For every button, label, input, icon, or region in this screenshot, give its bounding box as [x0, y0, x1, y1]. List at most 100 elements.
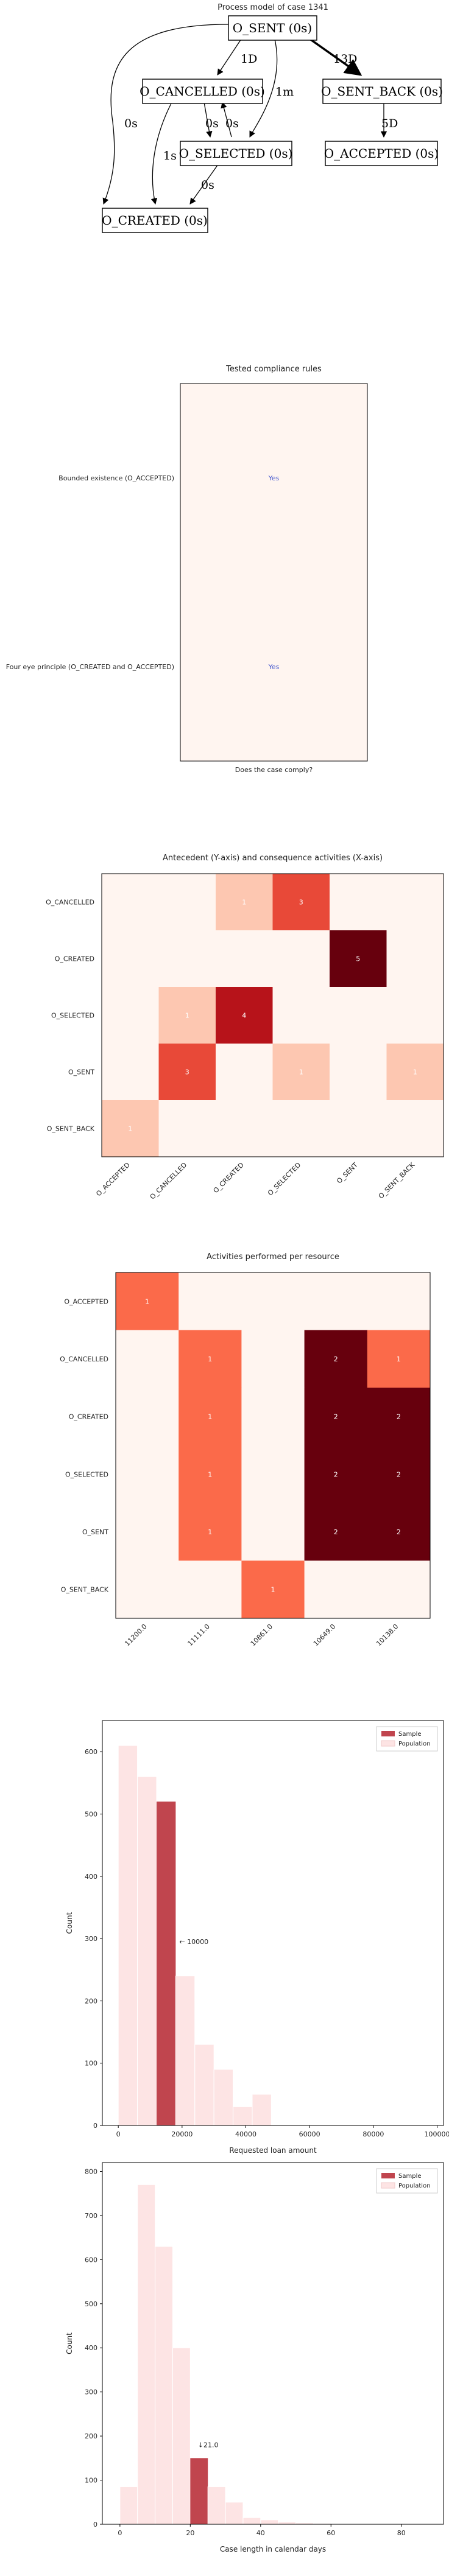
- y-tick-label: 400: [85, 1873, 97, 1881]
- heatmap-cell: [304, 1445, 368, 1504]
- heatmap-cell: [330, 930, 387, 988]
- node-o-selected: O_SELECTED (0s): [179, 141, 292, 166]
- heatmap-cell: [216, 1044, 273, 1101]
- x-axis-label: Requested loan amount: [229, 2146, 317, 2155]
- plot-frame: [115, 1272, 431, 1619]
- heatmap-cell: [330, 987, 387, 1044]
- edge-sent-created: [102, 24, 229, 205]
- y-tick-label: 200: [85, 2432, 97, 2440]
- heatmap-cell: [158, 987, 216, 1044]
- y-tick-label: O_SENT: [68, 1069, 94, 1076]
- heatmap-cell: [304, 1560, 368, 1619]
- y-tick-label: O_CREATED: [55, 955, 94, 963]
- cell-value: 1: [413, 1069, 417, 1076]
- svg-text:O_CREATED (0s): O_CREATED (0s): [102, 213, 208, 228]
- y-tick-label: O_CREATED: [69, 1413, 108, 1421]
- x-tick-label: 20: [186, 2529, 194, 2537]
- y-tick-label: Four eye principle (O_CREATED and O_ACCE…: [6, 663, 174, 671]
- heatmap-cell: [330, 1044, 387, 1101]
- heatmap-cell: [386, 1100, 444, 1157]
- edge-label: 0s: [205, 117, 219, 130]
- plot-frame: [101, 873, 444, 1157]
- x-tick-label: 0: [118, 2529, 122, 2537]
- heatmap-cell: [180, 384, 367, 572]
- x-tick-label: 100000: [425, 2130, 449, 2138]
- edge-label: 0s: [124, 117, 138, 130]
- heatmap-cell: [241, 1388, 305, 1446]
- heatmap-cell: [116, 1272, 179, 1331]
- legend-label: Population: [398, 2183, 431, 2189]
- x-tick-label: O_CREATED: [212, 1161, 246, 1195]
- process-model-graph: Process model of case 1341 1D 13D 1m 0s …: [102, 3, 443, 233]
- edge-selected-cancelled: [221, 101, 232, 138]
- heatmap-cell: [241, 1330, 305, 1388]
- population-bar: [225, 2502, 244, 2525]
- sample-bar: [156, 1802, 176, 2125]
- x-tick-label: 11111.0: [186, 1623, 211, 1648]
- edge-label: 0s: [201, 178, 214, 192]
- heatmap-cell: [304, 1330, 368, 1388]
- heatmap-cell: [367, 1330, 431, 1388]
- y-tick-label: 700: [85, 2212, 97, 2220]
- node-o-created: O_CREATED (0s): [102, 208, 208, 233]
- edge-label: 13D: [333, 52, 357, 66]
- heatmap-cell: [116, 1560, 179, 1619]
- node-o-sent-back: O_SENT_BACK (0s): [321, 79, 443, 104]
- svg-text:O_SENT (0s): O_SENT (0s): [233, 21, 313, 35]
- y-tick-label: O_CANCELLED: [46, 899, 94, 907]
- edge-label: 0s: [225, 117, 239, 130]
- heatmap-cell: [216, 987, 273, 1044]
- plot-frame: [102, 2162, 444, 2525]
- heatmap-cell: [367, 1388, 431, 1446]
- heatmap-cell: [102, 1100, 159, 1157]
- cell-value: 2: [397, 1413, 401, 1421]
- x-tick-label: 60000: [299, 2130, 320, 2138]
- heatmap-cell: [216, 930, 273, 988]
- cell-value: 3: [185, 1069, 189, 1076]
- heatmap-cell: [241, 1503, 305, 1561]
- heatmap-cell: [158, 1044, 216, 1101]
- y-tick-label: 300: [85, 2388, 97, 2396]
- svg-text:O_SENT_BACK (0s): O_SENT_BACK (0s): [321, 84, 443, 99]
- y-tick-label: 600: [85, 1748, 97, 1756]
- population-bar: [194, 2044, 214, 2126]
- x-tick-label: 80: [397, 2529, 406, 2537]
- population-bar: [252, 2094, 272, 2126]
- x-tick-label: 10861.0: [249, 1623, 274, 1648]
- population-bar: [137, 2184, 156, 2525]
- y-tick-label: 600: [85, 2256, 97, 2264]
- heatmap-cell: [330, 1100, 387, 1157]
- heatmap-cell: [241, 1445, 305, 1504]
- cell-value: 1: [208, 1528, 212, 1536]
- legend-swatch-population: [381, 1740, 395, 1747]
- heatmap-cell: [367, 1445, 431, 1504]
- cell-value: 2: [397, 1528, 401, 1536]
- y-tick-label: 500: [85, 2300, 97, 2308]
- x-tick-label: 10649.0: [312, 1623, 337, 1648]
- heatmap-cell: [304, 1503, 368, 1561]
- heatmap-cell: [179, 1388, 242, 1446]
- sample-bar: [190, 2458, 208, 2524]
- heatmap-cell: [179, 1503, 242, 1561]
- heatmap-cell: [272, 930, 330, 988]
- legend-label: Population: [398, 1741, 431, 1747]
- y-tick-label: 400: [85, 2344, 97, 2352]
- node-o-sent: O_SENT (0s): [228, 15, 317, 41]
- x-tick-label: 20000: [171, 2130, 193, 2138]
- heatmap-cell: [304, 1388, 368, 1446]
- legend-swatch-population: [381, 2182, 395, 2189]
- y-tick-label: 100: [85, 2060, 97, 2068]
- y-tick-label: 200: [85, 1997, 97, 2005]
- edge-label: 1s: [163, 149, 177, 163]
- heatmap-cell: [367, 1272, 431, 1331]
- heatmap-cell: [158, 874, 216, 931]
- y-tick-label: O_SENT_BACK: [61, 1586, 109, 1594]
- heatmap-cell: [180, 572, 367, 761]
- activities-per-resource-heatmap: Activities performed per resource 1 1 2 1 1 2 2…: [60, 1252, 431, 1648]
- x-tick-label: 40: [256, 2529, 265, 2537]
- heatmap-cell: [179, 1330, 242, 1388]
- sample-annotation: ↓21.0: [198, 2441, 219, 2449]
- edge-label: 1D: [241, 52, 257, 66]
- heatmap-cell: [158, 930, 216, 988]
- y-tick-label: 800: [85, 2167, 97, 2175]
